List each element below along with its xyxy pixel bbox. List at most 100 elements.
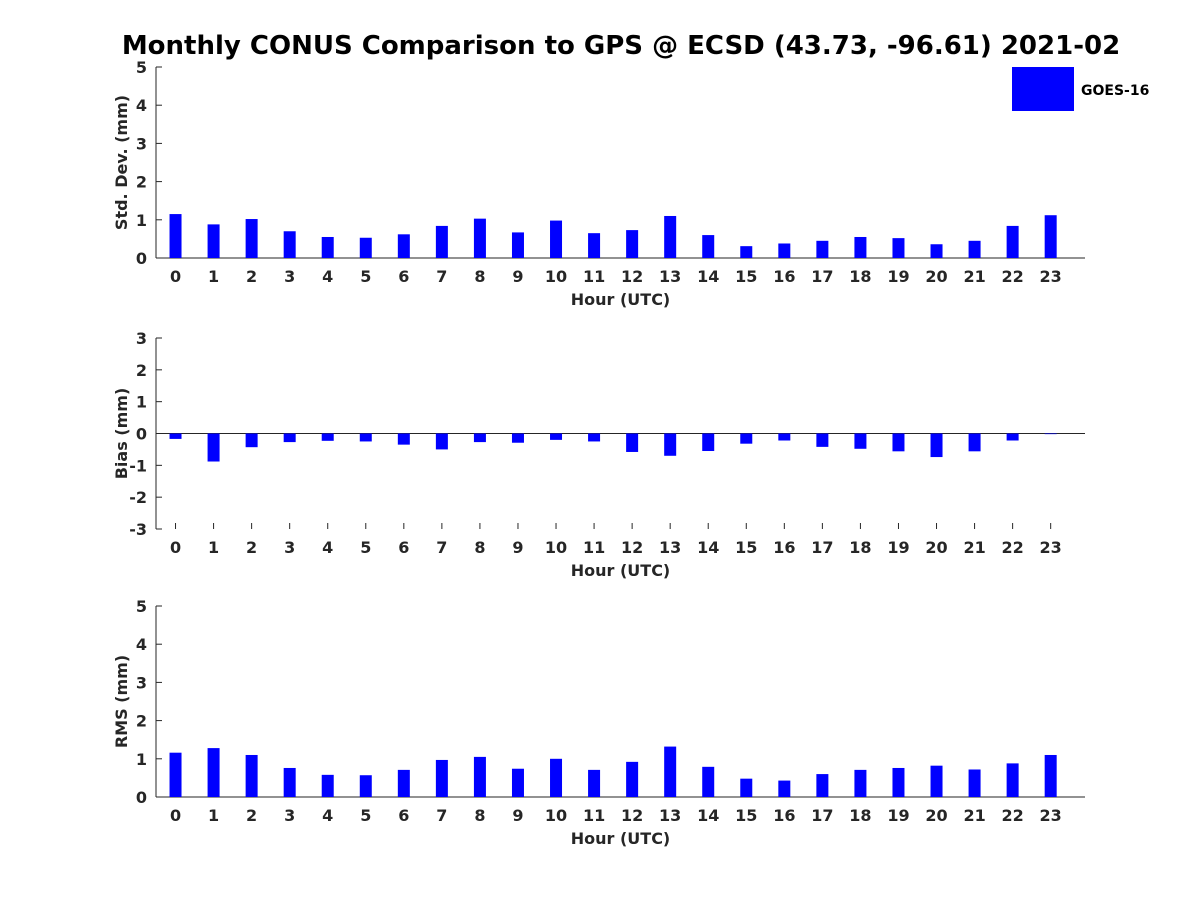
x-tick-label: 0 bbox=[170, 538, 181, 557]
bar-hour-12 bbox=[626, 230, 639, 258]
bar-hour-10 bbox=[550, 758, 563, 797]
y-tick-label: 2 bbox=[136, 173, 147, 192]
bar-hour-21 bbox=[968, 769, 981, 797]
x-tick-label: 17 bbox=[811, 806, 833, 825]
x-tick-label: 12 bbox=[621, 806, 643, 825]
x-tick-label: 7 bbox=[436, 267, 447, 286]
bar-hour-13 bbox=[664, 433, 677, 456]
y-axis-label: Bias (mm) bbox=[112, 388, 131, 480]
bar-hour-22 bbox=[1006, 225, 1019, 258]
bar-hour-20 bbox=[930, 244, 943, 258]
x-tick-label: 20 bbox=[925, 538, 947, 557]
y-tick-label: 1 bbox=[136, 750, 147, 769]
bar-hour-14 bbox=[702, 433, 715, 452]
x-tick-label: 14 bbox=[697, 538, 719, 557]
bar-hour-22 bbox=[1006, 433, 1019, 441]
chart-title: Monthly CONUS Comparison to GPS @ ECSD (… bbox=[122, 31, 1120, 61]
bar-hour-14 bbox=[702, 766, 715, 797]
bar-hour-10 bbox=[550, 433, 563, 440]
x-tick-label: 12 bbox=[621, 538, 643, 557]
y-tick-label: 0 bbox=[136, 788, 147, 807]
bar-hour-12 bbox=[626, 433, 639, 452]
x-tick-label: 16 bbox=[773, 538, 795, 557]
bar-hour-11 bbox=[588, 233, 601, 258]
x-tick-label: 8 bbox=[474, 267, 485, 286]
x-tick-label: 19 bbox=[887, 538, 909, 557]
x-tick-label: 6 bbox=[398, 267, 409, 286]
bar-hour-17 bbox=[816, 433, 829, 447]
bar-hour-19 bbox=[892, 767, 905, 797]
x-tick-label: 1 bbox=[208, 806, 219, 825]
bar-hour-11 bbox=[588, 769, 601, 797]
x-tick-label: 10 bbox=[545, 538, 567, 557]
bar-hour-7 bbox=[435, 225, 448, 258]
x-tick-label: 8 bbox=[474, 538, 485, 557]
x-tick-label: 4 bbox=[322, 538, 333, 557]
bar-hour-7 bbox=[435, 759, 448, 797]
y-axis-label: Std. Dev. (mm) bbox=[112, 95, 131, 230]
x-tick-label: 9 bbox=[512, 267, 523, 286]
x-tick-label: 5 bbox=[360, 267, 371, 286]
bar-hour-18 bbox=[854, 769, 867, 797]
x-tick-label: 13 bbox=[659, 267, 681, 286]
bar-hour-16 bbox=[778, 243, 791, 258]
y-tick-label: 3 bbox=[136, 134, 147, 153]
bar-hour-11 bbox=[588, 433, 601, 442]
x-tick-label: 16 bbox=[773, 806, 795, 825]
bar-hour-6 bbox=[397, 433, 410, 445]
bar-hour-15 bbox=[740, 778, 753, 797]
x-tick-label: 4 bbox=[322, 267, 333, 286]
x-tick-label: 9 bbox=[512, 538, 523, 557]
bar-hour-9 bbox=[511, 768, 524, 797]
bar-hour-2 bbox=[245, 219, 258, 258]
y-tick-label: 1 bbox=[136, 211, 147, 230]
bar-hour-12 bbox=[626, 761, 639, 797]
x-tick-label: 5 bbox=[360, 806, 371, 825]
x-tick-label: 5 bbox=[360, 538, 371, 557]
bar-hour-8 bbox=[473, 218, 486, 258]
y-tick-label: 2 bbox=[136, 712, 147, 731]
bar-hour-15 bbox=[740, 433, 753, 444]
bar-hour-3 bbox=[283, 767, 296, 797]
x-tick-label: 22 bbox=[1001, 806, 1023, 825]
y-tick-label: -3 bbox=[129, 520, 147, 539]
x-axis-label: Hour (UTC) bbox=[571, 829, 671, 848]
x-tick-label: 0 bbox=[170, 267, 181, 286]
x-tick-label: 23 bbox=[1040, 806, 1062, 825]
x-tick-label: 8 bbox=[474, 806, 485, 825]
y-tick-label: 5 bbox=[136, 58, 147, 77]
x-tick-label: 11 bbox=[583, 806, 605, 825]
bar-hour-23 bbox=[1044, 433, 1057, 435]
x-tick-label: 21 bbox=[963, 538, 985, 557]
x-tick-label: 19 bbox=[887, 267, 909, 286]
x-tick-label: 20 bbox=[925, 806, 947, 825]
y-tick-label: 4 bbox=[136, 96, 147, 115]
x-tick-label: 13 bbox=[659, 538, 681, 557]
x-tick-label: 10 bbox=[545, 806, 567, 825]
x-tick-label: 4 bbox=[322, 806, 333, 825]
x-tick-label: 19 bbox=[887, 806, 909, 825]
bar-hour-23 bbox=[1044, 215, 1057, 258]
x-tick-label: 16 bbox=[773, 267, 795, 286]
x-tick-label: 23 bbox=[1040, 538, 1062, 557]
bar-hour-18 bbox=[854, 433, 867, 449]
x-tick-label: 10 bbox=[545, 267, 567, 286]
x-tick-label: 22 bbox=[1001, 538, 1023, 557]
x-tick-label: 17 bbox=[811, 267, 833, 286]
y-tick-label: 3 bbox=[136, 673, 147, 692]
bar-hour-6 bbox=[397, 234, 410, 258]
x-tick-label: 22 bbox=[1001, 267, 1023, 286]
bar-hour-2 bbox=[245, 433, 258, 448]
bar-hour-21 bbox=[968, 433, 981, 452]
bar-hour-1 bbox=[207, 433, 220, 462]
y-tick-label: 3 bbox=[136, 329, 147, 348]
x-tick-label: 15 bbox=[735, 806, 757, 825]
y-tick-label: 4 bbox=[136, 635, 147, 654]
bar-hour-16 bbox=[778, 780, 791, 797]
x-tick-label: 17 bbox=[811, 538, 833, 557]
